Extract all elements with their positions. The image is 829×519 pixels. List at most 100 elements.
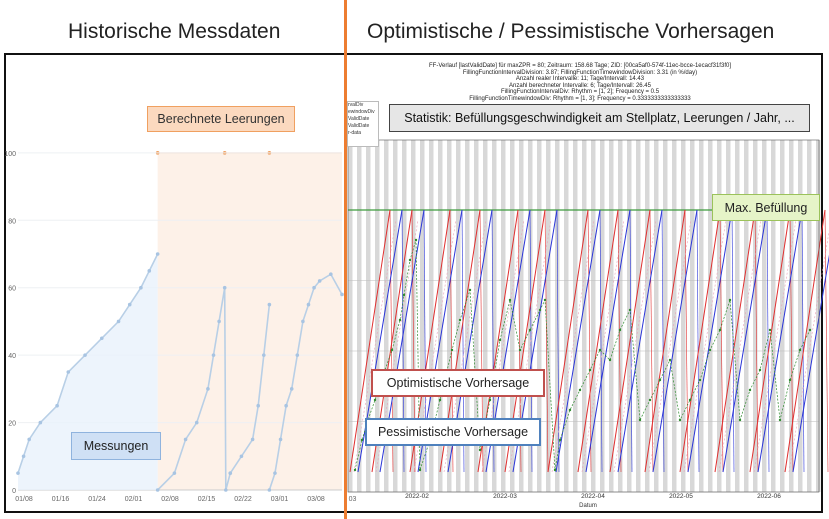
measured-point — [543, 298, 547, 302]
measured-point — [450, 348, 454, 352]
pessimistic-forecast-line — [555, 209, 601, 473]
timewindow-band — [393, 140, 398, 492]
timewindow-band — [717, 140, 722, 492]
measured-point — [518, 348, 522, 352]
measured-point — [788, 378, 792, 382]
predicted-dashed-line — [788, 230, 829, 473]
measured-point — [458, 318, 462, 322]
optimistic-forecast-line — [784, 209, 826, 473]
measured-point — [390, 348, 394, 352]
stats-line: Anzahl realer Intervalle: 11; Tage/Inter… — [515, 76, 645, 83]
timewindow-band — [465, 140, 470, 492]
predicted-dashed-line — [581, 219, 625, 473]
right-heading: Optimistische / Pessimistische Vorhersag… — [367, 20, 775, 43]
predicted-dashed-line — [648, 219, 692, 473]
timewindow-band — [429, 140, 434, 492]
timewindow-band — [771, 140, 776, 492]
measured-point — [353, 468, 357, 472]
history-point — [172, 471, 177, 475]
measured-point — [618, 328, 622, 332]
forecast-x-tick-label: 2022-05 — [669, 493, 693, 500]
pessimistic-forecast-line — [757, 209, 803, 473]
timewindow-band — [564, 140, 569, 492]
pessimistic-drop-line — [599, 209, 603, 473]
stats-line: FillingFunctionIntervalDivision: 3.87; F… — [462, 69, 698, 76]
measured-point — [708, 348, 712, 352]
history-point — [261, 353, 266, 357]
history-point — [273, 471, 277, 475]
history-point — [127, 302, 132, 307]
callout-measurements: Messungen — [71, 432, 161, 460]
history-point — [306, 302, 311, 307]
pessimistic-drop-line — [556, 209, 560, 473]
timewindow-band — [780, 140, 785, 492]
measured-point — [528, 328, 532, 332]
measured-point — [698, 378, 702, 382]
history-point — [239, 454, 244, 459]
timewindow-band — [474, 140, 479, 492]
history-point — [211, 353, 216, 357]
history-point — [16, 471, 20, 475]
timewindow-band — [636, 140, 641, 492]
history-point — [147, 269, 152, 273]
history-point — [289, 387, 294, 391]
pessimistic-drop-line — [766, 209, 770, 473]
pessimistic-drop-line — [801, 209, 805, 473]
callout-pessimistic: Pessimistische Vorhersage — [365, 418, 541, 446]
pessimistic-forecast-line — [792, 254, 829, 473]
legend-item: ValidDate — [348, 123, 370, 129]
history-point — [340, 292, 344, 297]
pessimistic-drop-line — [629, 209, 633, 473]
timewindow-band — [402, 140, 407, 492]
pessimistic-forecast-line — [687, 209, 733, 473]
timewindow-band — [753, 140, 758, 492]
timewindow-band — [726, 140, 731, 492]
measured-point — [798, 348, 802, 352]
x-tick-label: 02/22 — [234, 496, 252, 503]
measured-point — [418, 468, 422, 472]
timewindow-band — [483, 140, 488, 492]
optimistic-forecast-line — [547, 209, 589, 473]
predicted-dashed-line — [753, 219, 797, 473]
pessimistic-drop-line — [661, 209, 665, 473]
history-point — [317, 279, 322, 283]
pessimistic-forecast-line — [617, 209, 663, 473]
left-heading: Historische Messdaten — [68, 20, 281, 43]
optimistic-forecast-line — [577, 209, 619, 473]
timewindow-band — [366, 140, 371, 492]
pessimistic-drop-line — [731, 209, 735, 473]
measured-point — [488, 398, 492, 402]
predicted-dashed-line — [613, 219, 657, 473]
history-point — [267, 302, 272, 307]
callout-computed-emptyings: Berechnete Leerungen — [147, 106, 295, 132]
timewindow-band — [492, 140, 497, 492]
history-point — [301, 319, 305, 324]
x-tick-label: 02/08 — [161, 496, 179, 503]
measured-series-line — [354, 239, 811, 471]
timewindow-band — [591, 140, 596, 492]
predicted-dashed-line — [443, 219, 487, 473]
measured-point — [438, 398, 442, 402]
x-tick-label: 03/08 — [307, 496, 325, 503]
x-tick-label: 01/16 — [52, 496, 70, 503]
legend-item: r-data — [348, 130, 362, 136]
history-point — [217, 319, 221, 324]
predicted-dashed-line — [481, 219, 525, 473]
timewindow-band — [609, 140, 614, 492]
forecast-x-tick-label: 2022-03 — [493, 493, 517, 500]
timewindow-band — [654, 140, 659, 492]
forecast-plot-border — [347, 139, 820, 493]
pessimistic-forecast-line — [722, 209, 768, 473]
optimistic-forecast-line — [609, 209, 651, 473]
forecast-stats-header: FF-Verlauf [lastValidDate] für maxZPR = … — [370, 63, 790, 103]
x-tick-label: 02/01 — [125, 496, 143, 503]
measured-point — [414, 238, 418, 242]
optimistic-forecast-line — [349, 209, 391, 473]
y-tick-label: 100 — [4, 151, 16, 158]
history-point — [267, 488, 272, 492]
legend-item: rvalDiv — [348, 102, 364, 108]
timewindow-band — [438, 140, 443, 492]
history-area — [18, 254, 158, 490]
timewindow-band — [618, 140, 623, 492]
timewindow-band — [357, 140, 362, 492]
